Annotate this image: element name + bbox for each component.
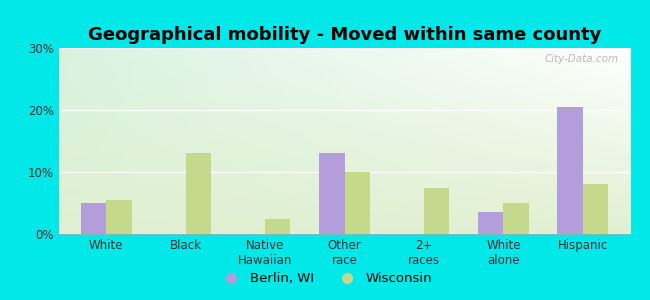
- Bar: [503, 203, 529, 234]
- Bar: [583, 184, 608, 234]
- Bar: [319, 153, 344, 234]
- Bar: [478, 212, 503, 234]
- Bar: [344, 172, 370, 234]
- Text: City-Data.com: City-Data.com: [545, 54, 619, 64]
- Bar: [265, 218, 291, 234]
- Bar: [81, 203, 106, 234]
- Bar: [558, 107, 583, 234]
- Title: Geographical mobility - Moved within same county: Geographical mobility - Moved within sam…: [88, 26, 601, 44]
- Legend: Berlin, WI, Wisconsin: Berlin, WI, Wisconsin: [213, 267, 437, 290]
- Bar: [424, 188, 449, 234]
- Bar: [186, 153, 211, 234]
- Bar: [106, 200, 131, 234]
